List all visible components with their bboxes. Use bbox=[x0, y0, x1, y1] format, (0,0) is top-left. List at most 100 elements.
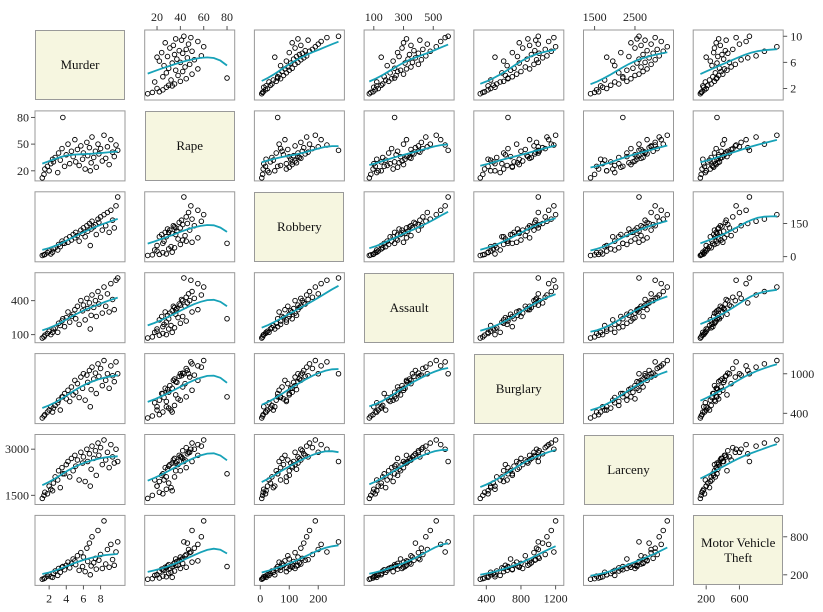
point bbox=[722, 301, 729, 307]
point bbox=[620, 323, 626, 330]
point bbox=[490, 82, 497, 88]
y-tick-label: 1500 bbox=[5, 488, 29, 502]
point bbox=[258, 495, 265, 502]
point bbox=[707, 58, 714, 64]
point bbox=[733, 359, 739, 365]
point bbox=[516, 564, 522, 570]
point bbox=[200, 357, 207, 364]
point bbox=[385, 467, 392, 474]
point bbox=[715, 306, 722, 313]
point bbox=[285, 146, 291, 153]
point bbox=[292, 549, 298, 556]
point bbox=[375, 483, 382, 489]
smooth-line bbox=[41, 455, 118, 487]
point bbox=[335, 371, 342, 377]
point bbox=[406, 51, 413, 58]
point bbox=[374, 156, 380, 162]
point bbox=[698, 89, 704, 96]
point bbox=[591, 171, 598, 178]
point bbox=[189, 48, 195, 55]
point bbox=[433, 518, 439, 524]
point bbox=[102, 377, 109, 384]
point bbox=[418, 57, 425, 63]
point bbox=[368, 492, 374, 499]
point bbox=[497, 247, 503, 253]
point bbox=[95, 141, 101, 147]
point bbox=[480, 171, 486, 178]
point bbox=[774, 357, 780, 364]
point bbox=[648, 41, 654, 47]
point bbox=[548, 527, 555, 534]
point bbox=[628, 75, 634, 82]
point bbox=[539, 55, 546, 61]
point bbox=[535, 539, 542, 545]
smooth-line bbox=[369, 143, 449, 166]
point bbox=[723, 37, 729, 43]
point bbox=[163, 398, 170, 405]
point bbox=[176, 47, 182, 54]
point bbox=[189, 239, 195, 245]
smooth-line bbox=[700, 363, 778, 402]
point bbox=[283, 319, 290, 325]
point bbox=[292, 565, 298, 572]
point bbox=[522, 146, 529, 153]
point bbox=[733, 446, 739, 452]
point bbox=[189, 71, 195, 77]
point bbox=[382, 484, 389, 491]
point bbox=[368, 252, 374, 258]
point bbox=[480, 334, 486, 340]
point bbox=[638, 232, 644, 239]
point bbox=[144, 415, 151, 421]
point bbox=[626, 53, 632, 60]
point bbox=[717, 377, 724, 384]
point bbox=[403, 136, 410, 143]
x-tick-label: 800 bbox=[512, 591, 530, 605]
point bbox=[417, 556, 423, 563]
point bbox=[99, 227, 106, 233]
point bbox=[176, 373, 182, 380]
point bbox=[391, 159, 398, 165]
point bbox=[730, 145, 736, 152]
point bbox=[526, 66, 533, 72]
point bbox=[184, 540, 191, 546]
point bbox=[382, 77, 389, 83]
point bbox=[526, 235, 533, 241]
panel-frame bbox=[473, 272, 565, 344]
point bbox=[295, 562, 301, 569]
point bbox=[305, 37, 311, 43]
point bbox=[151, 247, 158, 253]
point bbox=[526, 42, 533, 49]
point bbox=[408, 146, 414, 153]
point bbox=[104, 371, 111, 377]
point bbox=[509, 49, 516, 56]
point bbox=[84, 545, 90, 551]
point bbox=[82, 317, 88, 323]
point bbox=[636, 239, 642, 245]
point bbox=[597, 329, 604, 336]
point bbox=[591, 89, 598, 96]
point bbox=[283, 478, 290, 485]
point bbox=[169, 249, 175, 255]
point bbox=[552, 132, 559, 138]
point bbox=[54, 572, 61, 579]
point bbox=[114, 275, 121, 281]
point bbox=[298, 446, 304, 452]
point bbox=[178, 454, 185, 460]
point bbox=[519, 45, 526, 51]
point bbox=[312, 43, 319, 50]
point bbox=[492, 54, 498, 60]
point bbox=[106, 385, 112, 392]
point bbox=[324, 549, 330, 555]
point bbox=[189, 216, 195, 222]
point bbox=[409, 59, 416, 66]
smooth-line bbox=[480, 293, 556, 332]
point bbox=[154, 572, 160, 578]
point bbox=[163, 486, 170, 492]
point bbox=[292, 45, 298, 51]
point bbox=[411, 47, 417, 54]
panel-frame bbox=[253, 434, 345, 505]
panel-frame bbox=[253, 110, 345, 182]
point bbox=[394, 237, 401, 243]
point bbox=[74, 380, 81, 387]
point bbox=[200, 518, 207, 524]
